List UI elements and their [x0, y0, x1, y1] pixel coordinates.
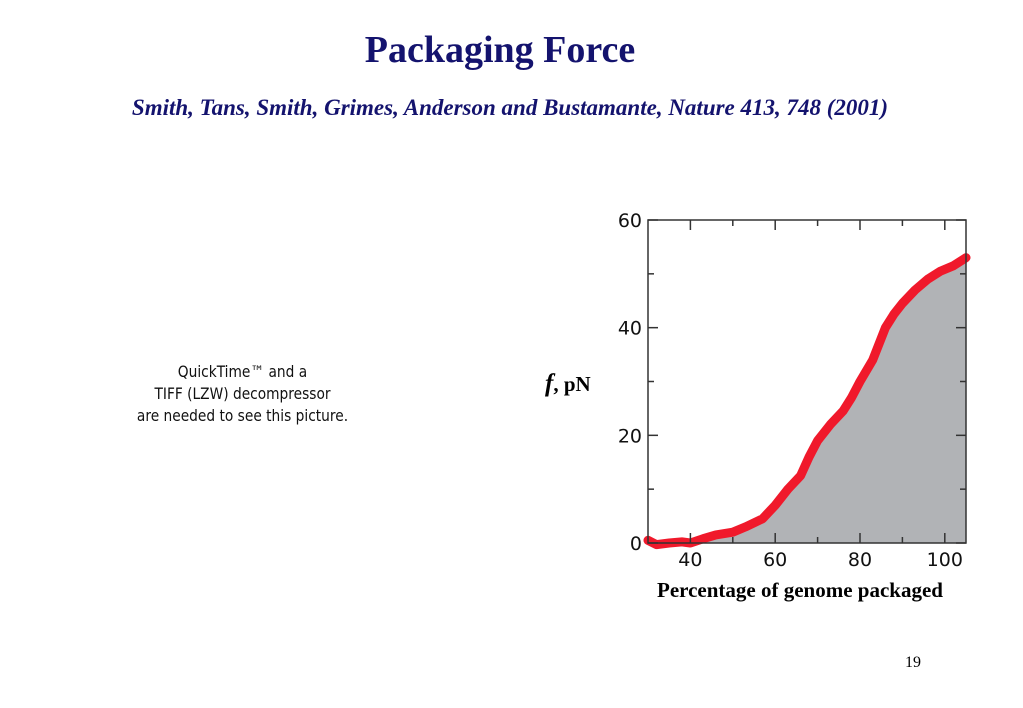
y-tick-label: 60 — [618, 210, 642, 232]
y-tick-label: 20 — [618, 425, 642, 447]
y-axis-unit: , pN — [553, 372, 591, 396]
placeholder-line: are needed to see this picture. — [136, 406, 349, 425]
y-axis-symbol: f — [545, 370, 554, 397]
placeholder-line: TIFF (LZW) decompressor — [154, 384, 331, 403]
page-number: 19 — [905, 654, 921, 671]
force-curve-line — [643, 253, 971, 550]
area-fill — [648, 257, 966, 543]
packaging-force-chart: 40 60 80 100 0 20 40 60 — [618, 210, 971, 571]
y-axis-label: f, pN — [545, 370, 591, 398]
x-tick-label: 80 — [848, 549, 872, 571]
placeholder-line: QuickTime™ and a — [177, 362, 308, 381]
x-tick-label: 100 — [927, 549, 963, 571]
y-tick-label: 0 — [630, 533, 642, 555]
x-tick-label: 40 — [678, 549, 702, 571]
citation: Smith, Tans, Smith, Grimes, Anderson and… — [131, 95, 889, 120]
missing-image-placeholder: QuickTime™ and a TIFF (LZW) decompressor… — [129, 361, 357, 427]
y-tick-label: 40 — [618, 318, 642, 340]
x-axis-label: Percentage of genome packaged — [657, 578, 943, 602]
slide-title: Packaging Force — [364, 29, 636, 71]
x-tick-label: 60 — [763, 549, 787, 571]
